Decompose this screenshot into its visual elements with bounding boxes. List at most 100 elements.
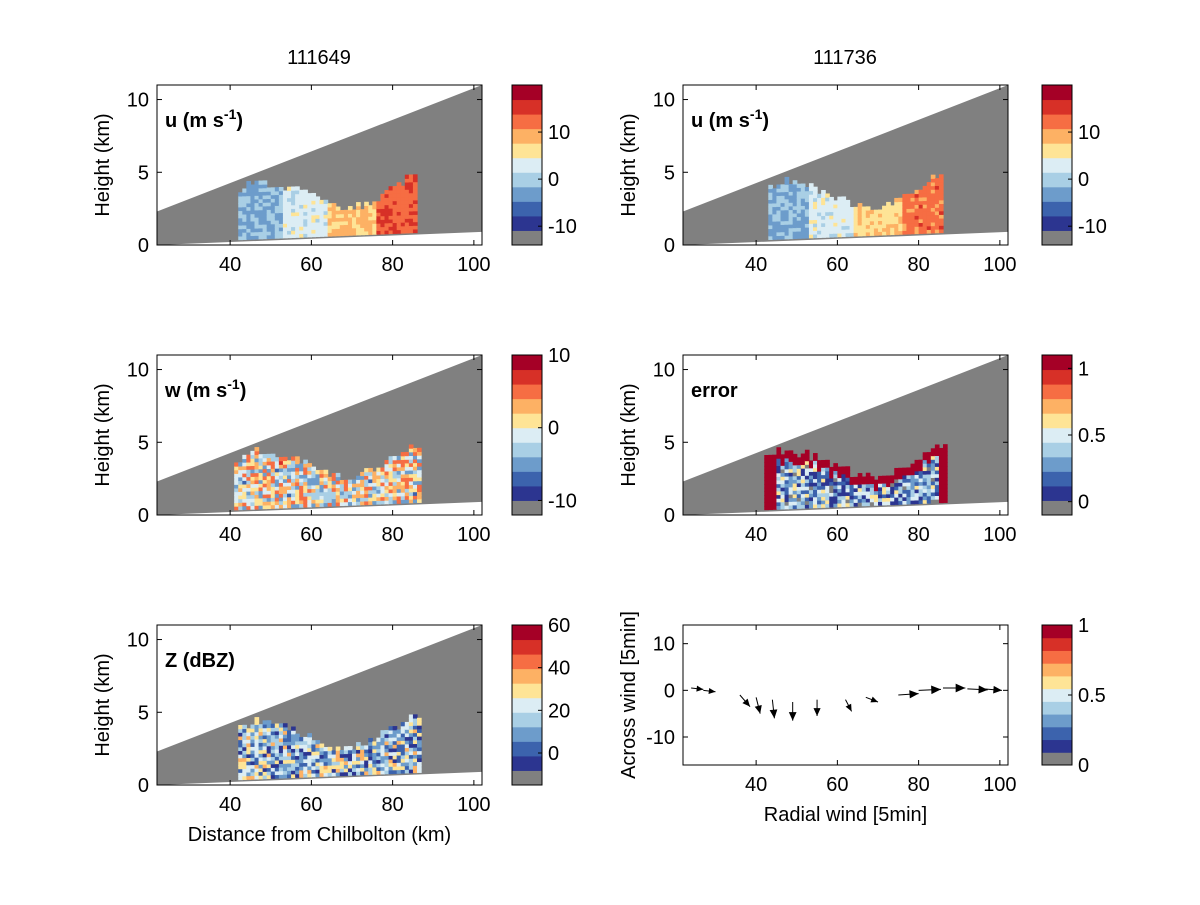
echo-cell	[331, 203, 337, 208]
x-tick-label: 60	[826, 254, 848, 276]
echo-cell	[780, 206, 786, 211]
echo-cell	[356, 501, 361, 506]
echo-cell	[408, 747, 414, 752]
echo-cell	[238, 775, 243, 781]
y-tick-label: 10	[127, 360, 149, 382]
echo-cell	[784, 501, 790, 506]
echo-cell	[792, 209, 798, 214]
echo-cell	[266, 749, 272, 754]
echo-cell	[315, 743, 321, 748]
echo-cell	[821, 474, 826, 479]
echo-cell	[356, 493, 361, 499]
echo-cell	[315, 754, 321, 759]
echo-cell	[776, 505, 782, 510]
echo-cell	[934, 199, 940, 205]
echo-cell	[287, 503, 292, 509]
echo-cell	[914, 485, 920, 490]
echo-cell	[250, 728, 256, 733]
echo-cell	[934, 192, 940, 197]
echo-cell	[400, 189, 406, 194]
echo-cell	[343, 753, 349, 758]
echo-cell	[796, 227, 802, 232]
echo-cell	[311, 218, 317, 223]
echo-cell	[347, 479, 353, 484]
echo-cell	[408, 462, 414, 467]
echo-cell	[368, 223, 373, 228]
echo-cell	[772, 210, 778, 215]
echo-cell	[303, 744, 308, 749]
echo-cell	[335, 771, 341, 777]
echo-cell	[254, 447, 260, 452]
echo-cell	[878, 209, 883, 214]
echo-cell	[934, 488, 940, 493]
echo-cell	[825, 215, 830, 220]
echo-cell	[270, 490, 276, 495]
echo-cell	[412, 498, 418, 504]
echo-cell	[825, 503, 830, 508]
echo-cell	[800, 486, 806, 491]
colorbar-swatch	[512, 128, 542, 144]
echo-cell	[886, 490, 891, 495]
echo-cell	[384, 748, 390, 753]
echo-cell	[796, 500, 802, 506]
echo-cell	[788, 494, 794, 499]
echo-cell	[258, 727, 264, 733]
y-tick-label: 0	[138, 235, 149, 257]
echo-cell	[270, 460, 276, 466]
echo-cell	[291, 762, 296, 768]
echo-cell	[922, 193, 928, 198]
echo-cell	[934, 218, 940, 223]
echo-cell	[335, 480, 341, 485]
echo-cell	[841, 488, 847, 493]
echo-cell	[250, 753, 256, 758]
echo-cell	[262, 727, 268, 732]
colorbar-swatch	[1042, 650, 1072, 664]
echo-cell	[266, 191, 272, 196]
echo-cell	[347, 213, 353, 218]
echo-cell	[303, 481, 308, 486]
echo-cell	[262, 501, 268, 506]
echo-cell	[804, 482, 810, 487]
echo-cell	[307, 762, 312, 767]
echo-cell	[311, 211, 317, 216]
echo-cell	[906, 492, 912, 498]
echo-cell	[408, 495, 414, 500]
echo-cell	[339, 764, 345, 769]
echo-cell	[266, 771, 272, 776]
echo-cell	[404, 761, 410, 767]
echo-cell	[890, 500, 895, 506]
echo-cell	[845, 221, 851, 226]
echo-cell	[291, 215, 296, 220]
echo-cell	[282, 212, 288, 217]
echo-cell	[347, 227, 353, 233]
echo-cell	[396, 729, 402, 734]
echo-cell	[837, 488, 843, 493]
echo-cell	[343, 483, 349, 488]
echo-cell	[299, 467, 304, 472]
echo-cell	[943, 455, 948, 460]
echo-cell	[408, 743, 414, 748]
echo-cell	[295, 459, 300, 465]
echo-cell	[274, 198, 280, 203]
echo-cell	[274, 234, 280, 239]
echo-cell	[335, 210, 341, 215]
echo-cell	[404, 185, 410, 190]
echo-cell	[278, 212, 284, 217]
echo-cell	[776, 209, 782, 215]
echo-cell	[258, 486, 264, 492]
echo-cell	[902, 193, 908, 199]
echo-cell	[299, 758, 304, 764]
echo-cell	[768, 192, 773, 197]
echo-cell	[833, 481, 838, 486]
echo-cell	[360, 760, 365, 765]
echo-cell	[307, 733, 312, 738]
echo-cell	[886, 205, 891, 210]
echo-cell	[287, 478, 292, 483]
echo-cell	[266, 202, 272, 207]
echo-cell	[376, 230, 382, 235]
echo-cell	[400, 473, 406, 479]
wind-arrow-head	[909, 690, 919, 699]
echo-cell	[388, 488, 394, 494]
echo-cell	[315, 499, 321, 504]
